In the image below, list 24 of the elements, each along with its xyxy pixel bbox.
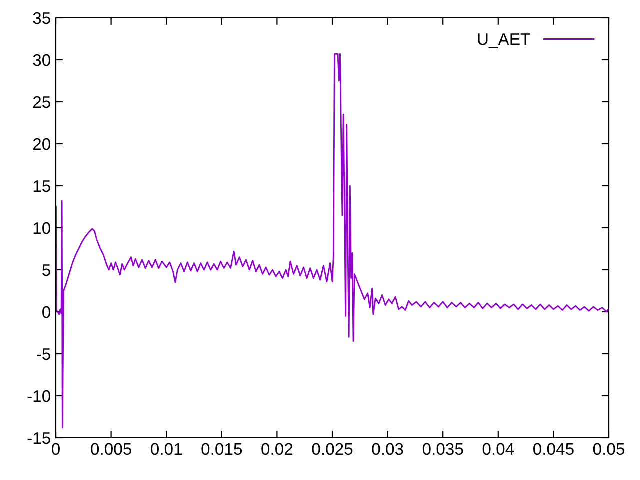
y-tick-label: 35 <box>33 12 50 24</box>
x-tick-label: 0.04 <box>482 443 514 456</box>
x-tick-label: 0.035 <box>422 443 464 456</box>
x-tick-label: 0 <box>52 443 60 456</box>
x-tick-label: 0.015 <box>202 443 242 456</box>
y-tick-label: 15 <box>34 180 50 192</box>
x-tick-label: 0.005 <box>91 443 132 456</box>
y-tick-label: -10 <box>28 390 50 402</box>
line-series <box>56 53 609 429</box>
x-tick-label: 0.01 <box>151 443 182 456</box>
y-tick-label: 10 <box>34 222 50 234</box>
x-tick-label: 0.05 <box>593 443 625 456</box>
y-tick-label: 0 <box>42 306 50 318</box>
y-tick-label: -5 <box>37 348 50 360</box>
y-tick-label: 30 <box>33 54 50 66</box>
x-tick-label: 0.02 <box>262 443 293 456</box>
legend-label: U_AET <box>478 34 530 48</box>
y-tick-label: 20 <box>33 138 50 150</box>
x-tick-label: 0.03 <box>372 443 404 456</box>
x-tick-label: 0.045 <box>534 443 574 456</box>
y-tick-label: 25 <box>33 96 50 108</box>
y-tick-label: 5 <box>42 264 50 276</box>
x-tick-label: 0.025 <box>312 443 353 456</box>
y-tick-label: -15 <box>28 432 50 444</box>
